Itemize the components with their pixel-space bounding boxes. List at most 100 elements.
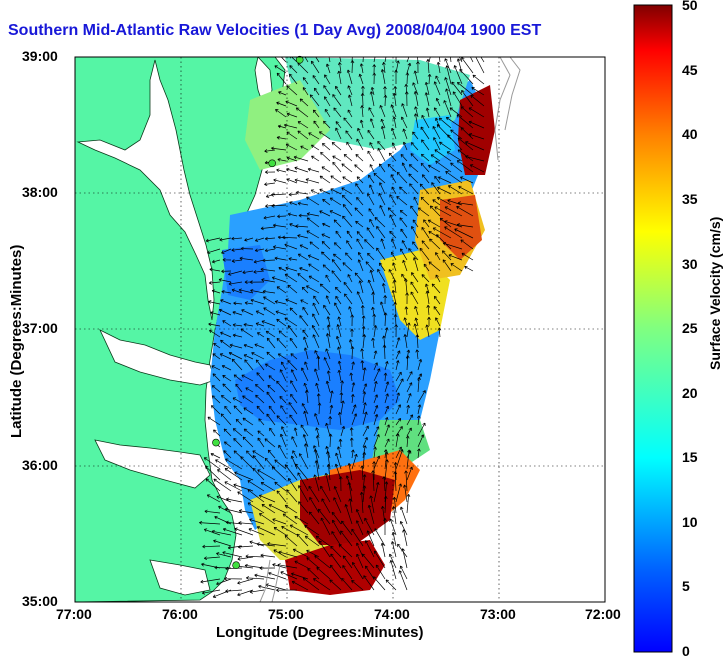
velocity-vector [256, 525, 276, 536]
velocity-vector [297, 234, 309, 239]
velocity-vector [268, 405, 276, 415]
velocity-vector [224, 468, 243, 481]
velocity-vector [205, 478, 221, 492]
velocity-vector [343, 154, 353, 162]
velocity-vector [346, 69, 353, 85]
velocity-vector [426, 58, 430, 74]
velocity-vector [433, 107, 441, 118]
velocity-vector [349, 372, 354, 382]
velocity-vector [335, 295, 342, 305]
velocity-vector [410, 153, 419, 162]
velocity-vector [222, 527, 243, 536]
velocity-vector [406, 322, 411, 338]
velocity-vector [228, 270, 243, 276]
velocity-vector [312, 334, 320, 349]
velocity-vector [345, 252, 353, 261]
velocity-vector [389, 559, 397, 580]
velocity-vector [221, 289, 232, 294]
velocity-vector [347, 94, 353, 107]
velocity-vector [378, 163, 386, 173]
velocity-vector [203, 528, 221, 536]
velocity-vector [373, 434, 380, 448]
velocity-vector [383, 495, 388, 514]
velocity-vector [338, 544, 353, 558]
velocity-vector [216, 578, 232, 586]
velocity-vector [204, 509, 221, 514]
velocity-vector [379, 205, 386, 217]
velocity-vector [298, 485, 309, 503]
velocity-vector [358, 73, 364, 85]
cbar-tick-0: 0 [682, 643, 690, 659]
velocity-vector [332, 161, 342, 173]
velocity-vector [453, 65, 463, 85]
colorbar [633, 4, 673, 653]
velocity-vector [362, 411, 368, 426]
velocity-vector [311, 324, 320, 338]
velocity-vector [341, 194, 353, 206]
velocity-vector [321, 166, 331, 173]
velocity-vector [211, 259, 221, 264]
velocity-vector [381, 283, 386, 294]
velocity-vector [280, 361, 287, 371]
velocity-vector [241, 374, 254, 382]
velocity-vector [429, 238, 441, 250]
velocity-vector [264, 236, 276, 241]
velocity-vector [364, 540, 375, 558]
velocity-vector [314, 460, 320, 481]
velocity-vector [427, 316, 431, 326]
velocity-vector [294, 560, 309, 569]
velocity-vector [316, 567, 331, 580]
velocity-vector [344, 293, 353, 305]
velocity-vector [335, 230, 342, 239]
velocity-vector [435, 252, 441, 261]
velocity-vector [313, 295, 320, 305]
velocity-vector [385, 579, 397, 591]
velocity-vector [309, 496, 320, 514]
velocity-vector [415, 349, 420, 360]
velocity-vector [242, 417, 254, 426]
xtick-76: 76:00 [162, 606, 198, 622]
velocity-vector [412, 131, 419, 140]
velocity-vector [294, 166, 309, 173]
velocity-vector [417, 422, 426, 437]
velocity-vector [372, 72, 377, 85]
velocity-vector [297, 201, 309, 206]
xtick-77: 77:00 [56, 606, 92, 622]
velocity-vector [323, 85, 331, 96]
velocity-vector [434, 149, 452, 162]
velocity-vector [254, 248, 265, 253]
velocity-vector [225, 589, 243, 594]
station-marker-1 [295, 55, 304, 64]
velocity-vector [300, 367, 309, 382]
velocity-vector [221, 364, 232, 371]
velocity-vector [419, 247, 430, 261]
velocity-vector [200, 578, 221, 584]
velocity-vector [278, 91, 287, 96]
velocity-vector [272, 518, 287, 525]
velocity-vector [266, 351, 276, 360]
velocity-vector [342, 262, 353, 272]
velocity-vector [218, 505, 232, 514]
velocity-vector [202, 544, 221, 549]
velocity-vector [427, 164, 441, 173]
velocity-vector [331, 259, 342, 272]
velocity-vector [284, 535, 298, 547]
y-axis-label: Latitude (Degrees:Minutes) [8, 244, 25, 438]
velocity-vector [317, 402, 322, 415]
velocity-vector [333, 497, 342, 514]
velocity-vector [306, 230, 320, 239]
velocity-vector [371, 337, 375, 349]
velocity-vector [380, 125, 386, 140]
velocity-vector [354, 272, 364, 283]
velocity-vector [266, 413, 276, 426]
velocity-vector [401, 548, 408, 569]
velocity-vector [325, 295, 331, 305]
velocity-vector [302, 87, 309, 96]
velocity-vector [321, 498, 331, 514]
velocity-vector [342, 555, 353, 569]
velocity-vector [374, 550, 386, 569]
velocity-vector [329, 404, 334, 415]
velocity-vector [207, 248, 221, 255]
velocity-vector [324, 74, 331, 85]
velocity-vector [287, 212, 298, 217]
